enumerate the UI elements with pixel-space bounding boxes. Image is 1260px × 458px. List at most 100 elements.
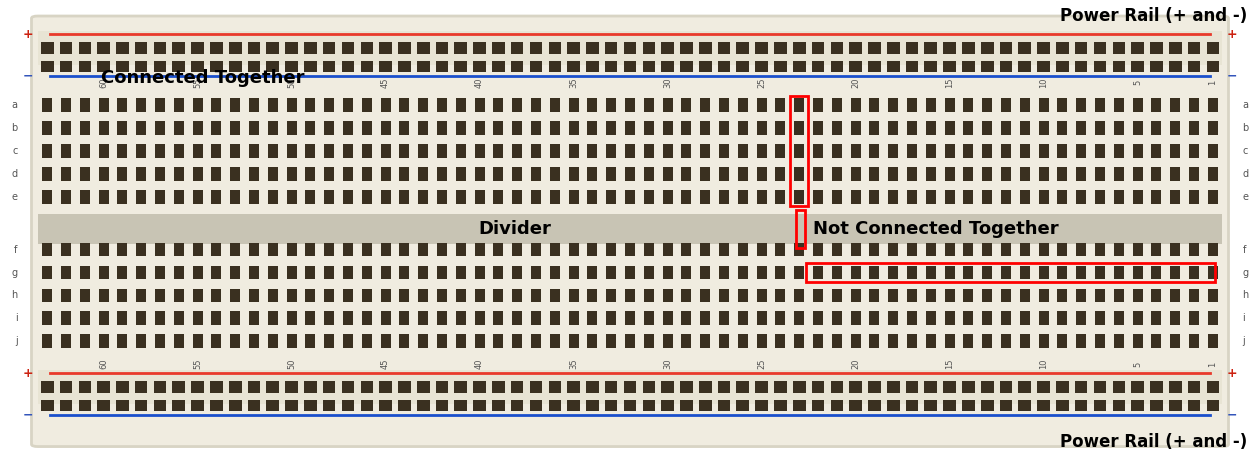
Bar (964, 289, 974, 302)
Bar (360, 61, 373, 72)
Bar (756, 121, 766, 135)
Bar (174, 266, 184, 279)
Bar (1038, 121, 1048, 135)
Bar (756, 243, 766, 256)
Bar (1056, 381, 1068, 393)
Bar (398, 61, 411, 72)
Bar (285, 43, 297, 54)
Bar (1076, 334, 1086, 348)
Bar (40, 43, 53, 54)
Bar (775, 167, 785, 181)
Bar (1019, 266, 1029, 279)
Bar (1057, 289, 1067, 302)
Bar (643, 399, 655, 411)
Bar (926, 121, 936, 135)
Text: 10: 10 (1040, 77, 1048, 87)
Bar (1057, 144, 1067, 158)
Bar (680, 61, 693, 72)
Bar (907, 144, 917, 158)
Bar (98, 167, 108, 181)
Bar (418, 167, 428, 181)
Bar (530, 243, 541, 256)
Bar (42, 190, 52, 204)
Bar (286, 144, 296, 158)
Bar (832, 266, 842, 279)
Bar (192, 61, 204, 72)
Bar (193, 144, 203, 158)
Bar (305, 289, 315, 302)
Bar (212, 311, 222, 325)
Bar (1207, 399, 1220, 411)
Bar (417, 61, 430, 72)
Bar (1038, 266, 1048, 279)
Text: 5: 5 (1133, 80, 1142, 85)
Bar (437, 190, 447, 204)
Bar (1133, 190, 1143, 204)
Bar (606, 190, 616, 204)
Bar (417, 381, 430, 393)
Bar (1169, 43, 1182, 54)
Bar (231, 190, 241, 204)
Bar (456, 243, 466, 256)
Bar (869, 144, 879, 158)
Bar (38, 31, 1222, 65)
Bar (512, 121, 522, 135)
Bar (493, 61, 505, 72)
Bar (643, 61, 655, 72)
Bar (1133, 243, 1143, 256)
Bar (98, 190, 108, 204)
Bar (59, 43, 72, 54)
Text: Power Rail (+ and -): Power Rail (+ and -) (1060, 7, 1247, 25)
Bar (982, 167, 992, 181)
Bar (154, 61, 166, 72)
Bar (926, 190, 936, 204)
Bar (644, 243, 654, 256)
Bar (682, 289, 692, 302)
Bar (381, 334, 391, 348)
Bar (888, 334, 898, 348)
Bar (173, 61, 185, 72)
Bar (1076, 98, 1086, 112)
Bar (362, 144, 372, 158)
Bar (907, 190, 917, 204)
Bar (587, 144, 597, 158)
Bar (40, 399, 53, 411)
Bar (644, 190, 654, 204)
Bar (663, 266, 673, 279)
Bar (1114, 311, 1124, 325)
Bar (568, 167, 578, 181)
Bar (926, 289, 936, 302)
Bar (1208, 266, 1218, 279)
Bar (510, 61, 523, 72)
Bar (98, 334, 108, 348)
Text: 15: 15 (945, 77, 954, 87)
Bar (418, 289, 428, 302)
Bar (305, 144, 315, 158)
Bar (456, 121, 466, 135)
Bar (379, 399, 392, 411)
Bar (116, 61, 129, 72)
Bar (1057, 98, 1067, 112)
Bar (1188, 399, 1201, 411)
Bar (212, 144, 222, 158)
Bar (1207, 381, 1220, 393)
Bar (793, 61, 805, 72)
Bar (286, 167, 296, 181)
Bar (794, 167, 804, 181)
Bar (474, 61, 486, 72)
Bar (399, 243, 410, 256)
Bar (98, 289, 108, 302)
Bar (625, 167, 635, 181)
Bar (249, 167, 260, 181)
Bar (774, 399, 786, 411)
Bar (455, 381, 467, 393)
Bar (850, 266, 861, 279)
Bar (398, 399, 411, 411)
Bar (925, 61, 937, 72)
Bar (249, 266, 260, 279)
Bar (136, 121, 146, 135)
Bar (456, 289, 466, 302)
Bar (1019, 334, 1029, 348)
Bar (906, 381, 919, 393)
Bar (982, 144, 992, 158)
